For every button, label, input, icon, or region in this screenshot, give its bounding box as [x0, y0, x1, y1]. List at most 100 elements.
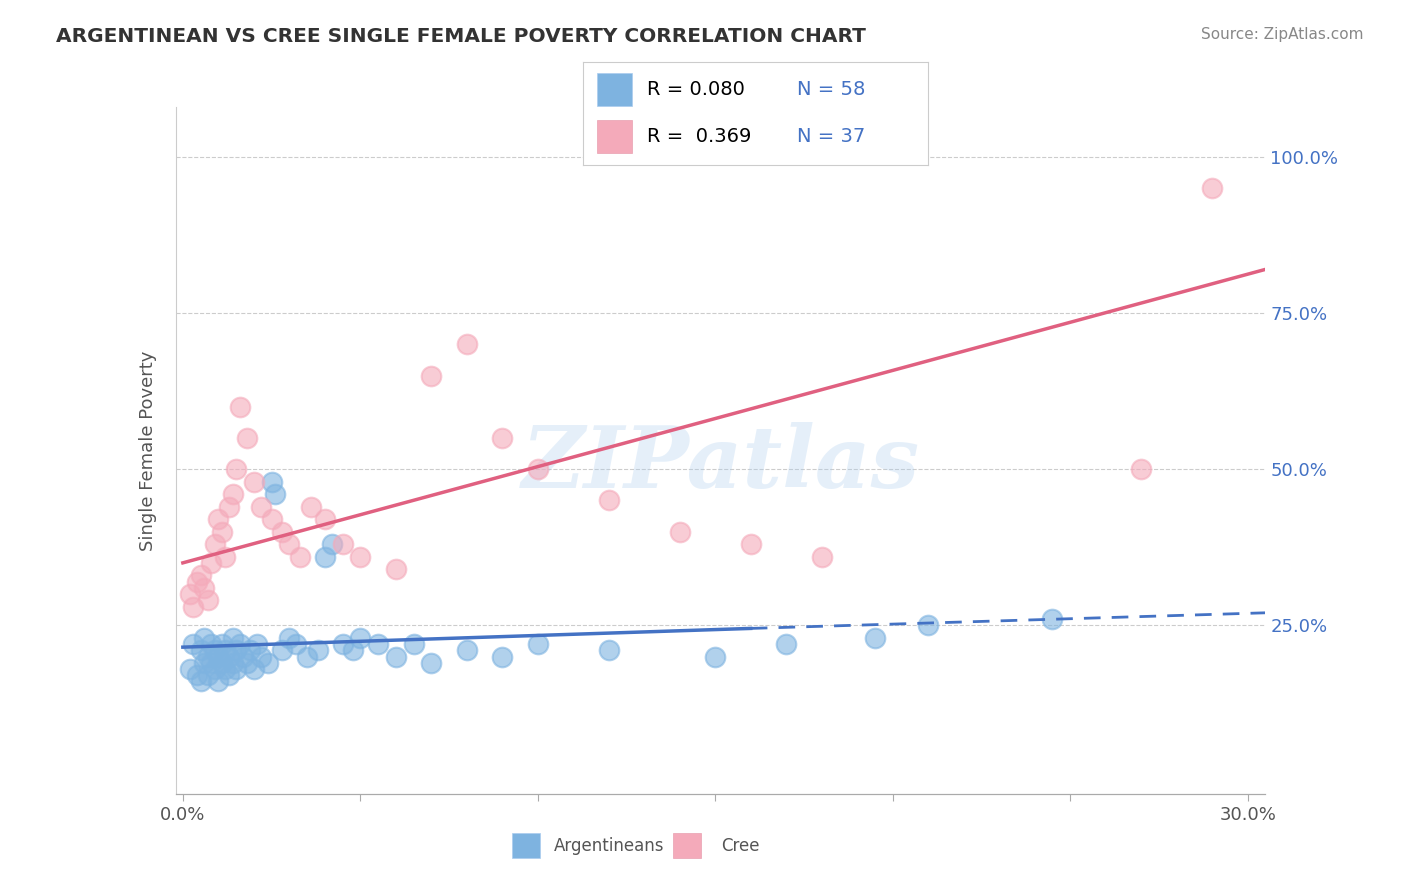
Point — [314, 549, 336, 564]
Point — [197, 668, 219, 682]
Text: ARGENTINEAN VS CREE SINGLE FEMALE POVERTY CORRELATION CHART: ARGENTINEAN VS CREE SINGLE FEMALE POVERT… — [56, 27, 866, 45]
Point — [179, 662, 201, 676]
Point — [295, 649, 318, 664]
Point — [193, 631, 215, 645]
Point — [225, 662, 247, 676]
Point — [314, 512, 336, 526]
Point — [285, 637, 308, 651]
Point — [221, 656, 243, 670]
Point — [321, 537, 343, 551]
Point — [367, 637, 389, 651]
Point — [491, 431, 513, 445]
Point — [186, 574, 208, 589]
Point — [456, 337, 478, 351]
Point — [186, 668, 208, 682]
Point — [204, 643, 226, 657]
Point — [228, 400, 250, 414]
Point — [278, 631, 301, 645]
Point — [218, 668, 240, 682]
Point — [211, 656, 233, 670]
Point — [420, 368, 443, 383]
Point — [775, 637, 797, 651]
Point — [299, 500, 322, 514]
Point — [200, 556, 222, 570]
Point — [235, 656, 257, 670]
Point — [183, 599, 205, 614]
Point — [260, 512, 283, 526]
Text: N = 58: N = 58 — [797, 79, 866, 99]
Point — [183, 637, 205, 651]
Point — [917, 618, 939, 632]
Point — [207, 512, 229, 526]
Point — [218, 649, 240, 664]
Point — [260, 475, 283, 489]
Point — [1201, 181, 1223, 195]
Point — [342, 643, 364, 657]
Point — [704, 649, 727, 664]
Point — [211, 524, 233, 539]
Point — [250, 649, 273, 664]
Point — [420, 656, 443, 670]
Point — [200, 656, 222, 670]
Point — [197, 649, 219, 664]
Point — [598, 493, 620, 508]
Point — [250, 500, 273, 514]
Point — [211, 637, 233, 651]
Point — [218, 500, 240, 514]
Point — [526, 462, 548, 476]
Point — [526, 637, 548, 651]
Point — [243, 475, 266, 489]
Point — [214, 662, 236, 676]
Point — [332, 537, 354, 551]
Point — [332, 637, 354, 651]
Text: Cree: Cree — [721, 837, 759, 855]
Point — [190, 568, 212, 582]
Point — [271, 643, 294, 657]
Text: R = 0.080: R = 0.080 — [647, 79, 745, 99]
Point — [456, 643, 478, 657]
Point — [307, 643, 329, 657]
Point — [264, 487, 287, 501]
Point — [863, 631, 886, 645]
Text: R =  0.369: R = 0.369 — [647, 127, 752, 145]
Point — [200, 637, 222, 651]
Point — [190, 674, 212, 689]
Bar — [598, 120, 631, 153]
Point — [193, 581, 215, 595]
Text: N = 37: N = 37 — [797, 127, 865, 145]
Y-axis label: Single Female Poverty: Single Female Poverty — [139, 351, 157, 550]
Point — [207, 649, 229, 664]
Point — [402, 637, 425, 651]
Point — [257, 656, 280, 670]
Bar — [512, 833, 540, 858]
Point — [1042, 612, 1064, 626]
Point — [197, 593, 219, 607]
Bar — [673, 833, 702, 858]
Point — [810, 549, 832, 564]
Point — [193, 656, 215, 670]
Point — [668, 524, 690, 539]
Point — [271, 524, 294, 539]
Point — [349, 549, 371, 564]
Point — [246, 637, 269, 651]
Point — [204, 537, 226, 551]
Point — [214, 643, 236, 657]
Point — [214, 549, 236, 564]
Point — [288, 549, 311, 564]
Point — [598, 643, 620, 657]
Point — [740, 537, 762, 551]
Point — [385, 649, 408, 664]
Point — [221, 631, 243, 645]
Bar — [598, 73, 631, 105]
Point — [243, 662, 266, 676]
Point — [179, 587, 201, 601]
Point — [207, 674, 229, 689]
Point — [491, 649, 513, 664]
Point — [239, 643, 262, 657]
Point — [385, 562, 408, 576]
Point — [278, 537, 301, 551]
Text: Source: ZipAtlas.com: Source: ZipAtlas.com — [1201, 27, 1364, 42]
Point — [228, 637, 250, 651]
Point — [221, 487, 243, 501]
Point — [225, 643, 247, 657]
